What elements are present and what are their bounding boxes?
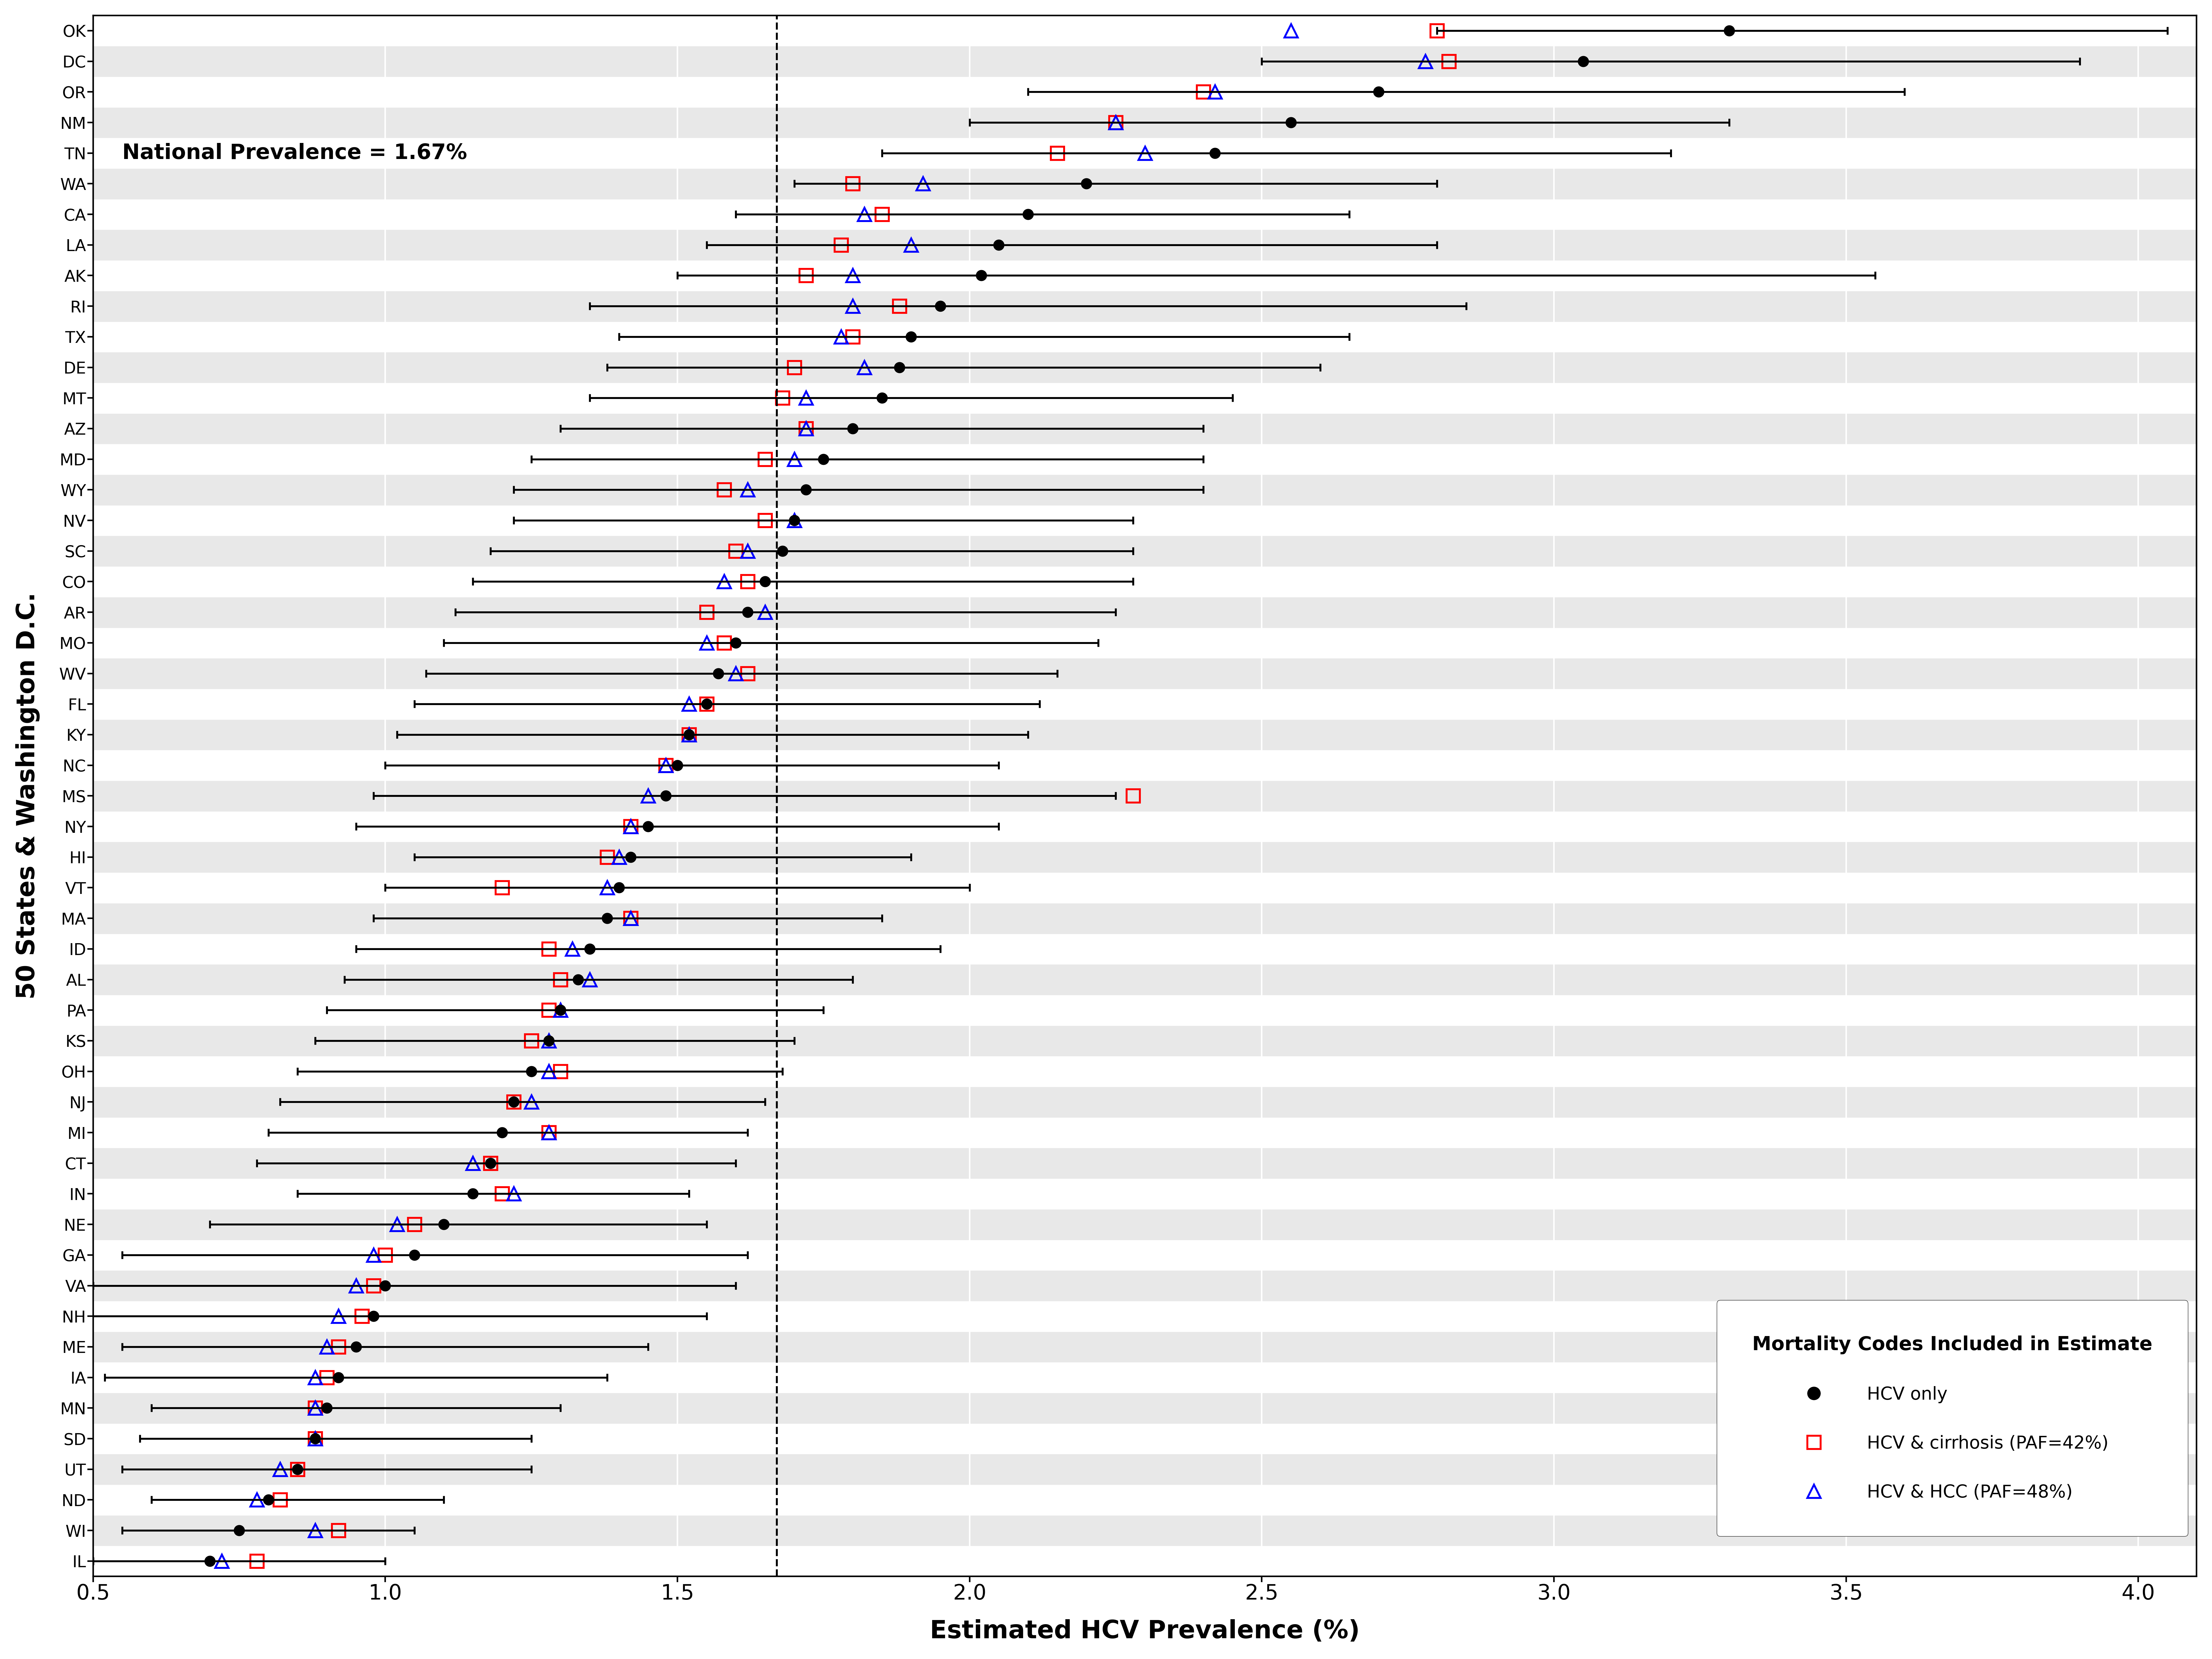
Bar <box>93 597 2197 627</box>
Bar <box>93 1485 2197 1515</box>
Bar <box>93 199 2197 229</box>
Bar <box>93 1057 2197 1087</box>
Bar <box>93 1025 2197 1057</box>
Bar <box>93 566 2197 597</box>
Bar <box>93 15 2197 46</box>
Bar <box>93 352 2197 383</box>
Bar <box>93 413 2197 445</box>
Bar <box>93 1117 2197 1148</box>
Bar <box>93 1394 2197 1423</box>
Bar <box>93 46 2197 76</box>
Bar <box>93 260 2197 290</box>
Bar <box>93 474 2197 504</box>
Bar <box>93 750 2197 781</box>
Bar <box>93 504 2197 536</box>
Bar <box>93 229 2197 260</box>
Bar <box>93 1453 2197 1485</box>
Bar <box>93 841 2197 873</box>
Bar <box>93 811 2197 841</box>
Bar <box>93 1362 2197 1394</box>
Bar <box>93 873 2197 902</box>
Bar <box>93 1515 2197 1546</box>
Legend: HCV only, HCV & cirrhosis (PAF=42%), HCV & HCC (PAF=48%): HCV only, HCV & cirrhosis (PAF=42%), HCV… <box>1717 1301 2188 1536</box>
Bar <box>93 659 2197 688</box>
Bar <box>93 1332 2197 1362</box>
Bar <box>93 108 2197 138</box>
Bar <box>93 627 2197 659</box>
X-axis label: Estimated HCV Prevalence (%): Estimated HCV Prevalence (%) <box>929 1619 1360 1644</box>
Bar <box>93 688 2197 720</box>
Bar <box>93 1087 2197 1117</box>
Bar <box>93 1178 2197 1209</box>
Bar <box>93 964 2197 995</box>
Y-axis label: 50 States & Washington D.C.: 50 States & Washington D.C. <box>15 592 40 999</box>
Text: National Prevalence = 1.67%: National Prevalence = 1.67% <box>122 143 467 163</box>
Bar <box>93 76 2197 108</box>
Bar <box>93 169 2197 199</box>
Bar <box>93 290 2197 322</box>
Bar <box>93 720 2197 750</box>
Bar <box>93 1546 2197 1576</box>
Bar <box>93 934 2197 964</box>
Bar <box>93 1148 2197 1178</box>
Bar <box>93 322 2197 352</box>
Bar <box>93 383 2197 413</box>
Bar <box>93 1271 2197 1301</box>
Bar <box>93 781 2197 811</box>
Bar <box>93 536 2197 566</box>
Bar <box>93 1301 2197 1332</box>
Bar <box>93 445 2197 474</box>
Bar <box>93 995 2197 1025</box>
Bar <box>93 1209 2197 1239</box>
Bar <box>93 902 2197 934</box>
Bar <box>93 138 2197 169</box>
Bar <box>93 1239 2197 1271</box>
Bar <box>93 1423 2197 1453</box>
